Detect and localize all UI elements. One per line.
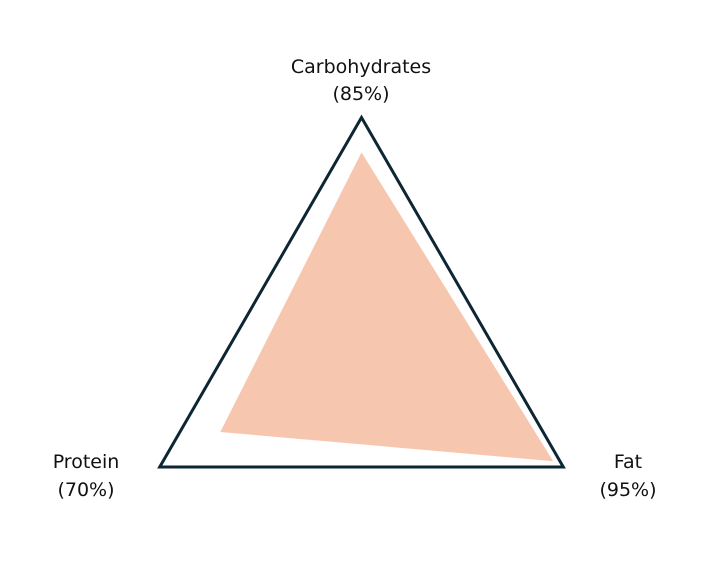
axis-label-fat: Fat <box>614 451 642 473</box>
axis-value-carbohydrates: (85%) <box>332 83 389 105</box>
axis-value-protein: (70%) <box>57 479 114 501</box>
data-area <box>220 152 553 461</box>
axis-value-fat: (95%) <box>599 479 656 501</box>
axis-label-protein: Protein <box>53 451 120 473</box>
axis-label-carbohydrates: Carbohydrates <box>291 56 431 78</box>
